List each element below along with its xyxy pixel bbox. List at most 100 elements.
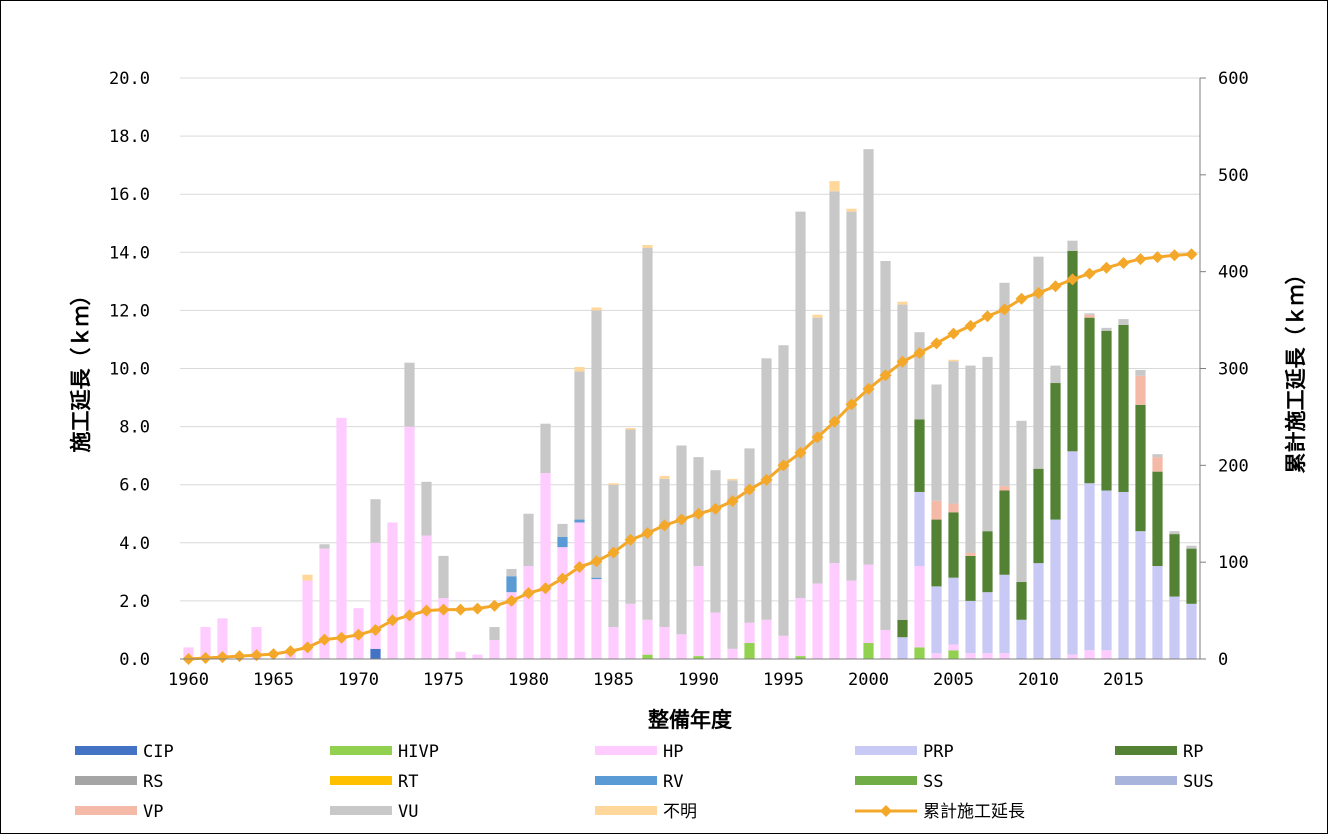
line-marker	[386, 614, 399, 627]
bar-segment	[659, 478, 670, 628]
line-marker	[760, 473, 773, 486]
bar-segment	[761, 619, 772, 659]
y-tick-label: 14.0	[109, 243, 150, 263]
bar-segment	[1186, 545, 1197, 549]
line-marker	[437, 603, 450, 616]
bar-segment	[302, 580, 313, 659]
line-marker	[998, 303, 1011, 316]
bar-segment	[1016, 582, 1027, 620]
line-marker	[352, 628, 365, 641]
legend-label: VU	[398, 802, 418, 822]
bar-segment	[540, 473, 551, 659]
y-tick-label: 12.0	[109, 301, 150, 321]
y-tick-label: 2.0	[119, 592, 150, 612]
bar-segment	[897, 619, 908, 638]
line-marker	[1185, 248, 1198, 261]
bar-segment	[642, 654, 653, 659]
x-tick-label: 1970	[338, 670, 379, 690]
bar-segment	[948, 503, 959, 513]
bar-segment	[693, 656, 704, 659]
x-tick-label: 1960	[168, 670, 209, 690]
legend-swatch	[595, 806, 657, 815]
bar-segment	[982, 653, 993, 659]
bar-segment	[1084, 313, 1095, 315]
bar-segment	[1067, 240, 1078, 251]
bar-segment	[1135, 531, 1146, 659]
bar-segment	[1186, 548, 1197, 604]
bar-segment	[1050, 519, 1061, 659]
bar-segment	[812, 317, 823, 584]
legend-swatch	[330, 776, 392, 785]
bar-segment	[914, 419, 925, 492]
bar-segment	[1016, 420, 1027, 583]
bar-segment	[965, 365, 976, 553]
bar-segment	[1084, 650, 1095, 659]
bar-segment	[1050, 383, 1061, 520]
bar-segment	[914, 647, 925, 659]
bars	[183, 149, 1197, 659]
bar-segment	[1152, 471, 1163, 567]
bar-segment	[591, 579, 602, 659]
bar-segment	[1101, 650, 1112, 659]
bar-segment	[1033, 256, 1044, 469]
bar-segment	[438, 555, 449, 598]
bar-segment	[489, 640, 500, 659]
bar-segment	[591, 577, 602, 580]
bar-segment	[982, 592, 993, 654]
legend-label: HIVP	[398, 742, 439, 762]
line-marker	[1100, 261, 1113, 274]
bar-segment	[999, 282, 1010, 487]
legend-swatch	[595, 746, 657, 755]
line-marker	[743, 483, 756, 496]
bar-segment	[982, 531, 993, 593]
bar-segment	[676, 634, 687, 659]
bar-segment	[1033, 468, 1044, 564]
legend-label: RP	[1183, 742, 1203, 762]
line-marker	[1049, 280, 1062, 293]
x-tick-label: 1965	[253, 670, 294, 690]
bar-segment	[421, 481, 432, 536]
bar-segment	[846, 211, 857, 581]
legend-swatch	[75, 806, 137, 815]
line-marker	[590, 555, 603, 568]
x-axis-title: 整備年度	[648, 708, 732, 732]
bar-segment	[591, 307, 602, 311]
bar-segment	[914, 491, 925, 567]
line-marker	[828, 415, 841, 428]
y2-tick-label: 100	[1218, 553, 1249, 573]
bar-segment	[642, 619, 653, 655]
legend-label: 累計施工延長	[923, 802, 1025, 822]
line-marker	[556, 572, 569, 585]
legend-label: PRP	[923, 742, 954, 762]
y2-tick-label: 400	[1218, 263, 1249, 283]
bar-segment	[931, 384, 942, 501]
bar-segment	[1084, 317, 1095, 484]
bar-segment	[1067, 654, 1078, 659]
bar-segment	[319, 544, 330, 549]
bar-segment	[727, 648, 738, 659]
line-marker	[845, 398, 858, 411]
bar-segment	[472, 654, 483, 659]
bar-segment	[948, 650, 959, 659]
line-marker	[301, 641, 314, 654]
y2-axis-title: 累計施工延長（ｋｍ）	[1284, 264, 1308, 474]
bar-segment	[1118, 324, 1129, 492]
bar-segment	[863, 643, 874, 659]
bar-segment	[999, 653, 1010, 659]
bar-segment	[948, 644, 959, 651]
line-marker	[505, 594, 518, 607]
bar-segment	[1135, 404, 1146, 532]
y-tick-label: 16.0	[109, 185, 150, 205]
bar-segment	[744, 643, 755, 659]
line-marker	[335, 631, 348, 644]
bar-segment	[608, 627, 619, 659]
bar-segment	[897, 301, 908, 305]
y2-tick-label: 0	[1218, 650, 1228, 670]
x-tick-label: 1985	[593, 670, 634, 690]
bar-segment	[1101, 490, 1112, 651]
bar-segment	[1186, 603, 1197, 659]
line-marker	[913, 347, 926, 360]
bar-segment	[421, 535, 432, 659]
bar-segment	[217, 618, 228, 659]
